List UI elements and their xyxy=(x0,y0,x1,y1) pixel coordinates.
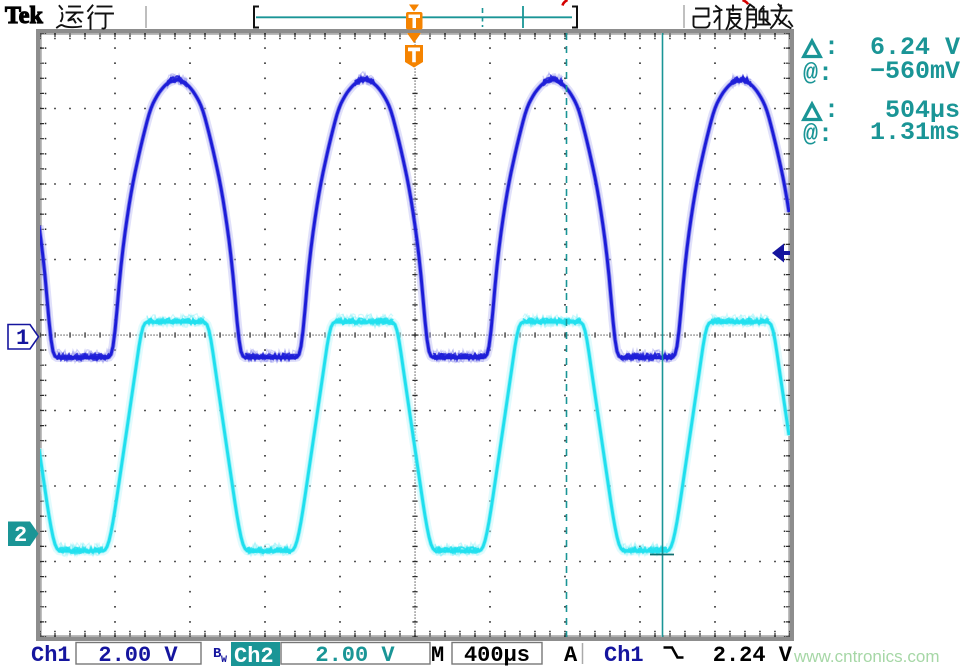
svg-text:2.00 V: 2.00 V xyxy=(98,643,178,668)
svg-text:1.31ms: 1.31ms xyxy=(870,118,960,147)
svg-text:504µs: 504µs xyxy=(885,96,960,125)
svg-text:B: B xyxy=(213,646,222,662)
svg-text:2.00 V: 2.00 V xyxy=(315,643,395,668)
svg-text::: : xyxy=(824,33,839,62)
svg-text:A: A xyxy=(564,643,578,668)
svg-text:2.24 V: 2.24 V xyxy=(713,643,793,668)
svg-text::: : xyxy=(824,96,839,125)
svg-text:M: M xyxy=(431,643,444,668)
svg-text:−560mV: −560mV xyxy=(870,57,960,86)
svg-text:6.24 V: 6.24 V xyxy=(870,33,960,62)
svg-text:1: 1 xyxy=(16,326,29,351)
svg-text:www.cntronics.com: www.cntronics.com xyxy=(793,647,939,666)
svg-text:@:: @: xyxy=(803,59,833,88)
svg-text:W: W xyxy=(221,655,227,666)
svg-text:2: 2 xyxy=(14,523,27,548)
svg-text:Tek: Tek xyxy=(5,3,43,29)
svg-text:Ch1: Ch1 xyxy=(31,643,71,668)
svg-text:@:: @: xyxy=(803,120,833,149)
svg-text:Ch1: Ch1 xyxy=(604,643,644,668)
svg-text:Ch2: Ch2 xyxy=(234,644,274,669)
svg-text:400µs: 400µs xyxy=(464,643,530,668)
